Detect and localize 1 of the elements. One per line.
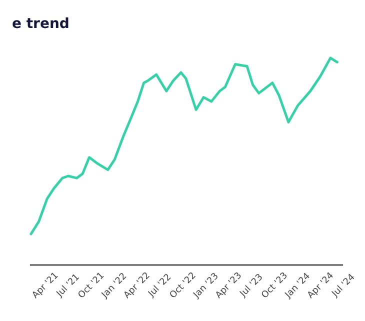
chart-title: e trend [12,16,70,32]
